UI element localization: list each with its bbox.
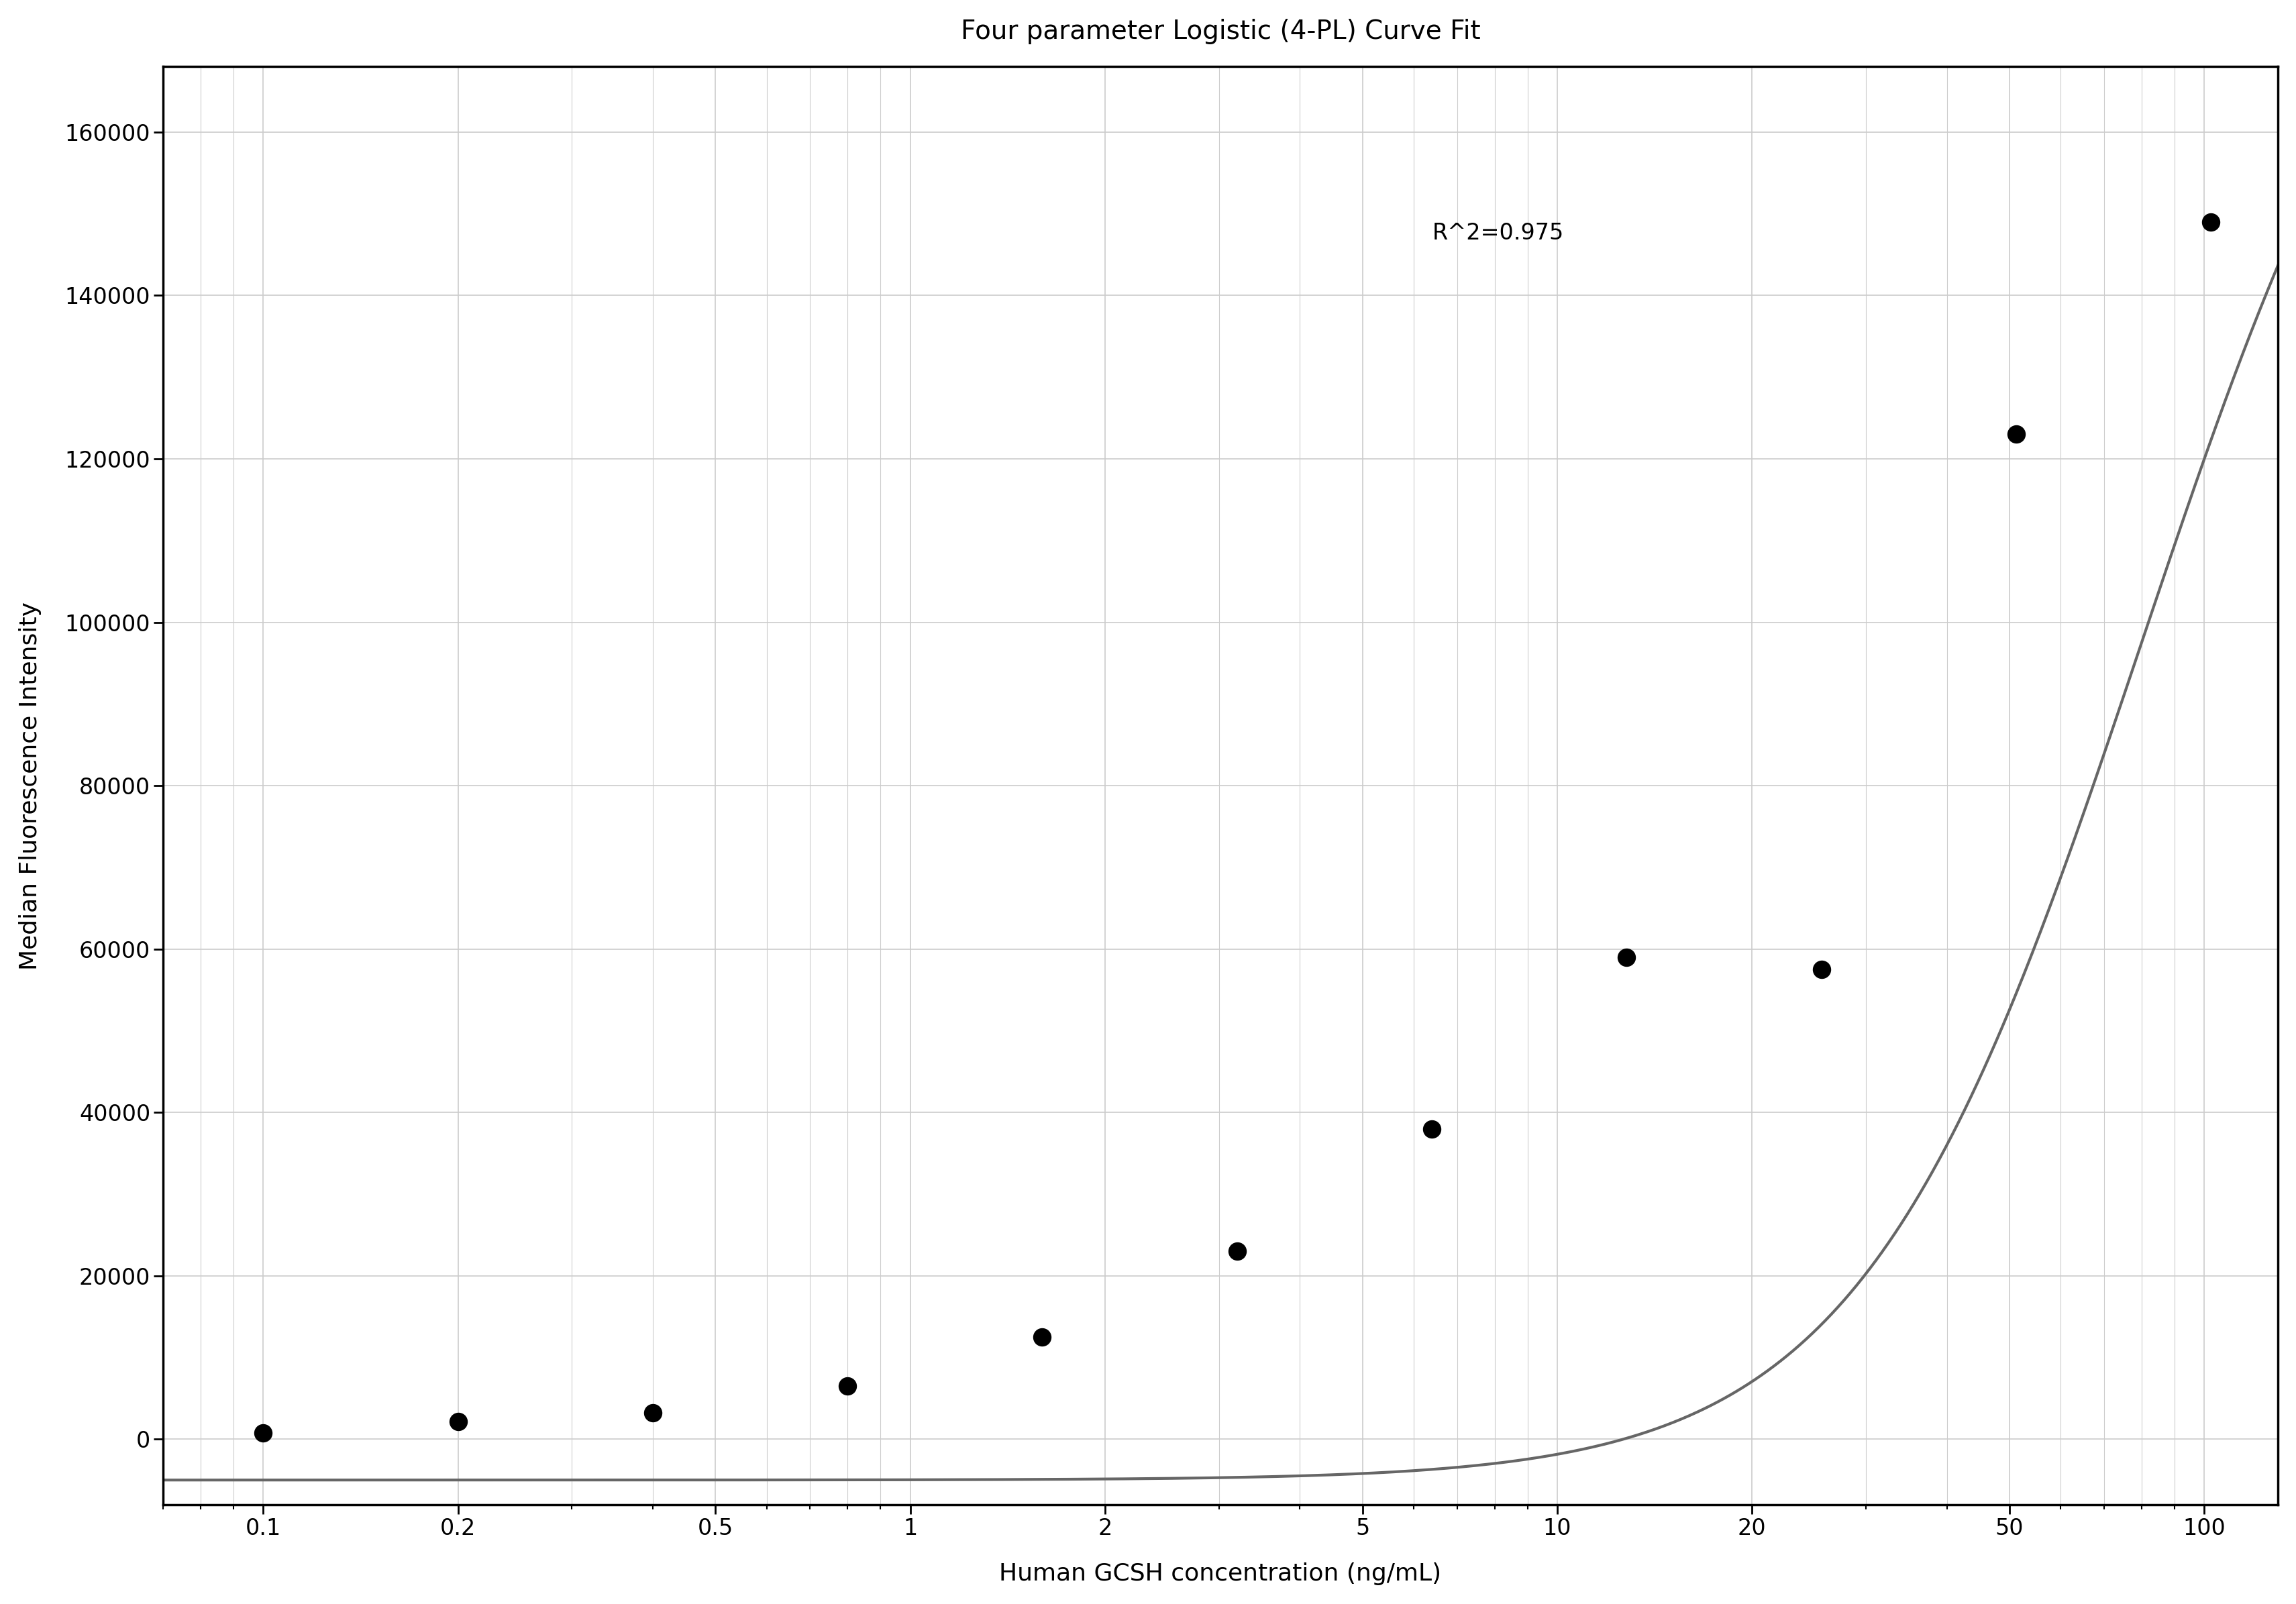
Point xyxy=(1802,956,1839,982)
Point xyxy=(1412,1116,1449,1142)
Title: Four parameter Logistic (4-PL) Curve Fit: Four parameter Logistic (4-PL) Curve Fit xyxy=(960,19,1481,45)
Point xyxy=(246,1420,282,1445)
Point xyxy=(439,1408,475,1434)
Point xyxy=(1998,422,2034,448)
Point xyxy=(2193,209,2229,234)
X-axis label: Human GCSH concentration (ng/mL): Human GCSH concentration (ng/mL) xyxy=(999,1562,1442,1585)
Point xyxy=(1607,945,1644,970)
Point xyxy=(1024,1325,1061,1351)
Text: R^2=0.975: R^2=0.975 xyxy=(1433,221,1564,244)
Y-axis label: Median Fluorescence Intensity: Median Fluorescence Intensity xyxy=(18,602,41,970)
Point xyxy=(829,1373,866,1399)
Point xyxy=(634,1400,670,1426)
Point xyxy=(1219,1238,1256,1264)
